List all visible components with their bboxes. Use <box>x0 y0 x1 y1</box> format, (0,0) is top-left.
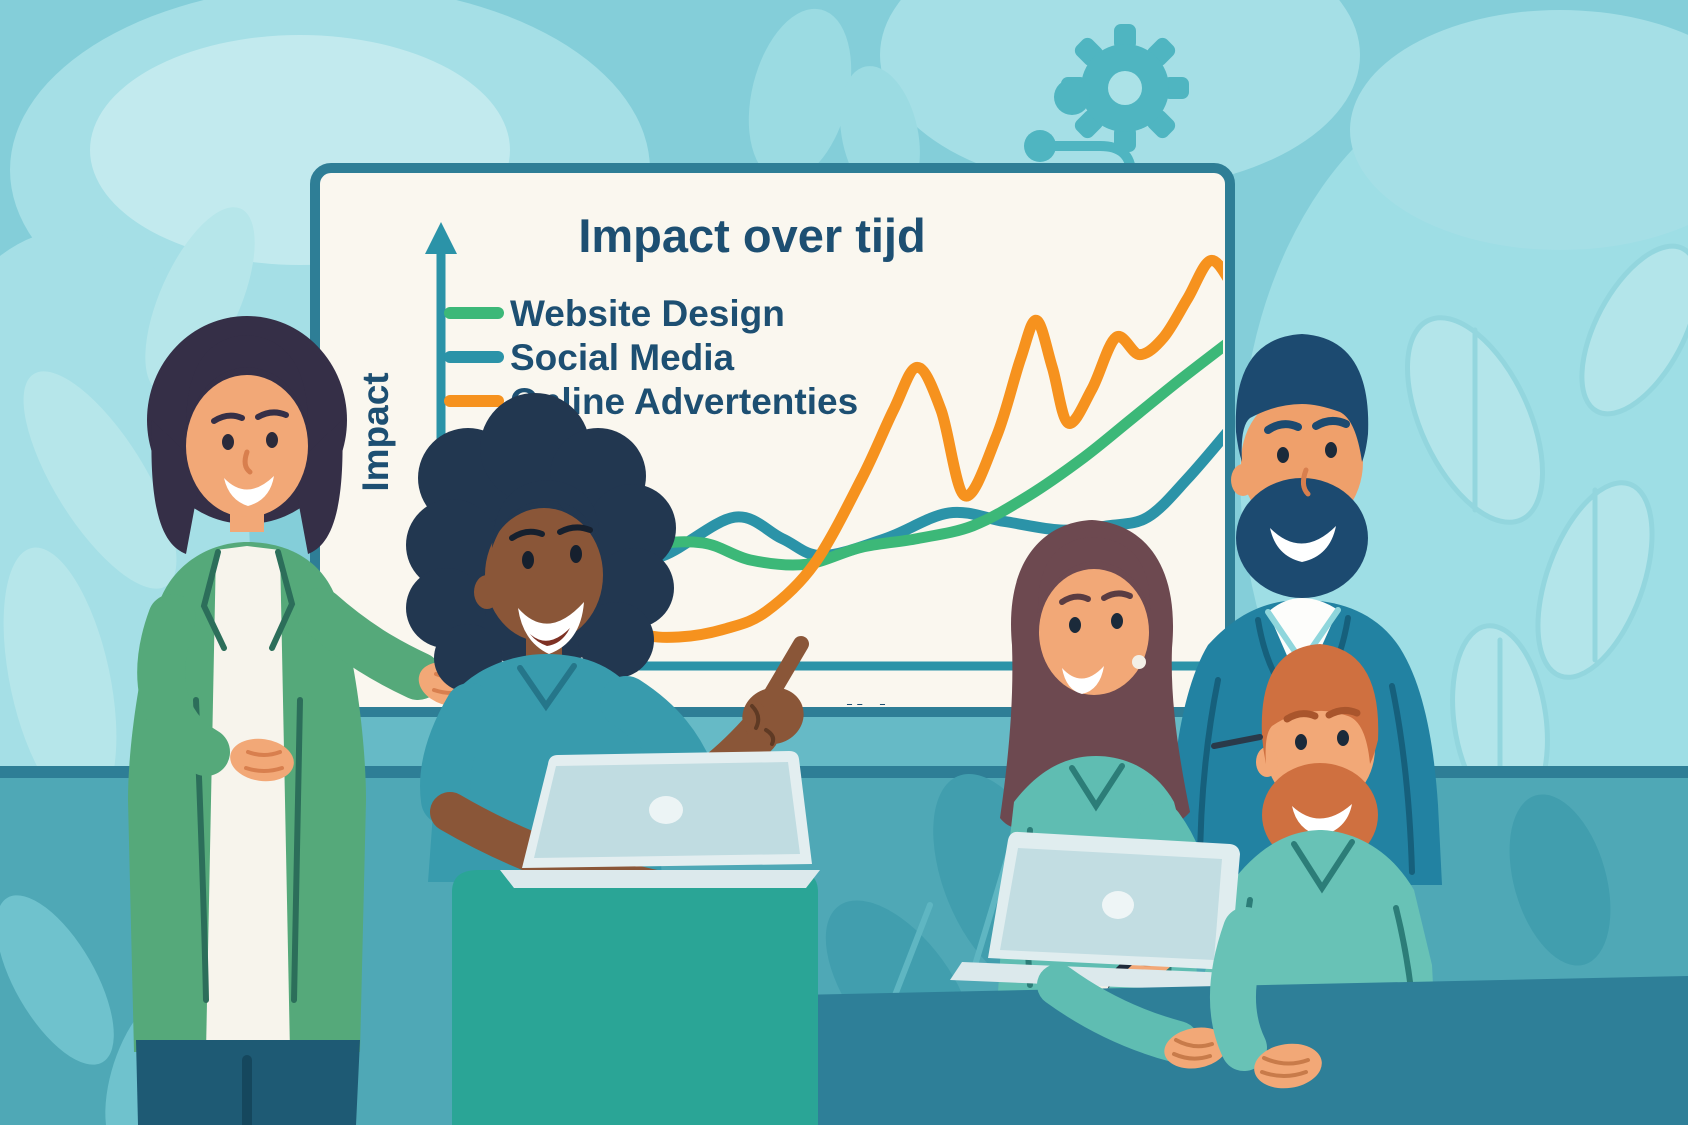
pointing-woman-eye-left <box>522 551 534 569</box>
table-laptop-logo <box>1102 891 1134 919</box>
standing-man-brows <box>1264 417 1350 434</box>
presenter-nose <box>242 449 253 475</box>
seated-man-brows <box>1283 706 1361 723</box>
leaf-cluster-right <box>1404 243 1688 817</box>
seated-woman-earring <box>1132 655 1146 669</box>
meeting-table <box>726 907 1688 1125</box>
presenter-hand-left-lines <box>244 750 284 773</box>
standing-man-shirt <box>1268 598 1338 690</box>
pointing-woman-collar <box>517 663 577 712</box>
table-laptop <box>950 831 1255 992</box>
presenter-brows <box>211 409 289 424</box>
seated-man-smile <box>1292 804 1352 836</box>
pointing-woman-face <box>485 508 603 642</box>
pointing-woman-eye-right <box>570 545 582 563</box>
standing-man-ear <box>1231 464 1255 496</box>
presenter-laptop-logo <box>649 796 683 824</box>
presenter-arm-right <box>296 588 442 700</box>
seated-man-hair <box>1261 644 1379 764</box>
chart-title: Impact over tijd <box>578 209 925 262</box>
presenter-eye-left <box>222 434 234 450</box>
chart: Impact over tijd Impact Tijd Website Des… <box>355 209 1223 739</box>
legend-label-website-design: Website Design <box>510 293 785 334</box>
pointing-woman-fist <box>742 687 804 745</box>
pointing-woman-fringe <box>492 480 600 548</box>
seated-woman-brows <box>1059 590 1133 605</box>
standing-man-eye-left <box>1277 447 1289 463</box>
seated-man-hand <box>1254 1043 1322 1089</box>
seated-woman-hand-left-lines <box>1172 1038 1214 1061</box>
podium <box>452 870 818 1125</box>
seated-man-pen <box>1211 734 1263 749</box>
line-social-media <box>593 417 1223 575</box>
gear-icon <box>1024 24 1189 162</box>
seated-woman-hair-front <box>1037 537 1151 614</box>
legend-item-social-media: Social Media <box>444 337 735 378</box>
seated-woman-eye-right <box>1111 613 1123 629</box>
presenter-shirt <box>206 546 290 1052</box>
pointing-woman-smile <box>518 602 584 654</box>
seated-man-sleeve <box>1210 907 1269 1071</box>
chart-legend: Website Design Social Media Online Adver… <box>444 293 858 422</box>
y-axis-arrow <box>425 222 457 254</box>
seated-man-ear <box>1256 747 1278 777</box>
pointing-woman-brows <box>509 524 593 541</box>
seated-woman-smile <box>1062 666 1104 694</box>
presenter-laptop <box>500 751 820 888</box>
podium-body <box>452 870 818 1125</box>
standing-man-hair <box>1235 334 1369 462</box>
standing-man-eye-right <box>1325 442 1337 458</box>
presenter-hair-front <box>185 335 309 430</box>
seated-man-hand-lines <box>1260 1056 1310 1078</box>
pointing-woman-index-finger <box>760 636 809 708</box>
seated-woman-forearm-sleeve <box>1037 964 1199 1063</box>
legend-item-website-design: Website Design <box>444 293 785 334</box>
line-online-advertenties <box>593 254 1223 643</box>
presenter-laptop-base <box>500 870 820 888</box>
pointing-woman <box>406 393 809 918</box>
standing-man-smile <box>1270 526 1336 562</box>
seated-woman-eye-left <box>1069 617 1081 633</box>
presenter-eye-right <box>266 432 278 448</box>
seated-man-eye-right <box>1337 730 1349 746</box>
seated-man-eye-left <box>1295 734 1307 750</box>
presenter-hair-sides <box>151 420 343 554</box>
legend-label-social-media: Social Media <box>510 337 735 378</box>
table-laptop-base <box>950 962 1255 992</box>
y-axis-label: Impact <box>355 372 396 491</box>
network-node-2 <box>1024 130 1056 162</box>
pointing-woman-knuckles <box>750 704 776 746</box>
standing-man-nose <box>1300 467 1311 497</box>
network-node-1 <box>1054 79 1090 115</box>
standing-man-beard <box>1236 478 1368 598</box>
presenter-woman <box>128 316 478 1125</box>
pointing-woman-sleeve-left <box>420 683 495 825</box>
presenter-arm-left <box>137 594 230 776</box>
presenter-smile <box>224 476 274 506</box>
blob-top-right <box>1350 10 1688 250</box>
x-axis-label: Tijd <box>822 698 887 739</box>
pointing-woman-mouth-inner <box>530 628 570 646</box>
presenter-jacket-lapels <box>193 549 303 1003</box>
line-website-design <box>593 331 1223 583</box>
